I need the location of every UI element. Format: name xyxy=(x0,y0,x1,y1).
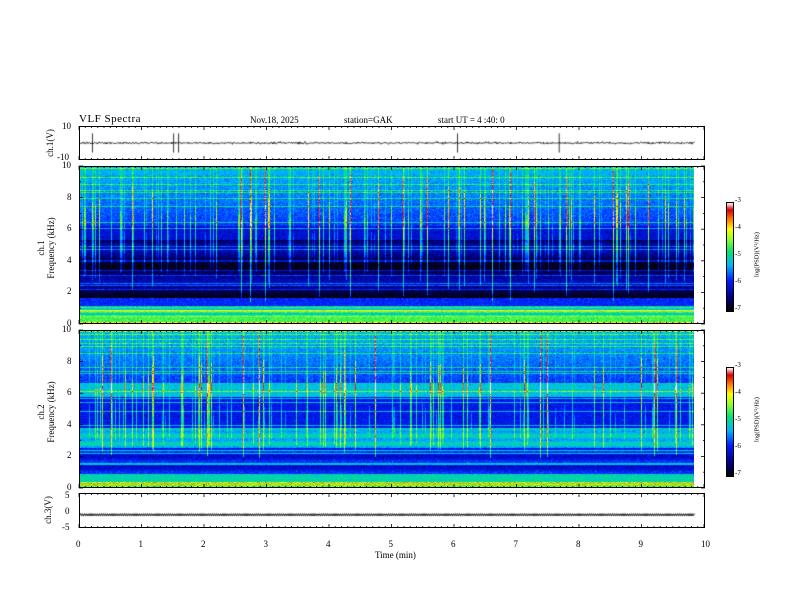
ch1-spec-ytick-10: 10 xyxy=(62,160,71,170)
x-tick-7: 7 xyxy=(513,539,519,549)
ch3-waveform-panel xyxy=(79,493,705,528)
ch1-colorbar-tick--5: -5 xyxy=(735,250,741,258)
station-label: station=GAK xyxy=(344,115,393,125)
ch2-spec-ytick-2: 2 xyxy=(67,450,72,461)
ch1-colorbar-tick--3: -3 xyxy=(735,196,741,204)
ch2-colorbar-label: log(PSD)(V²/Hz) xyxy=(753,397,761,442)
ch1-spec-ytick-0: 0 xyxy=(67,318,72,328)
ch2-spec-ytick-8: 8 xyxy=(67,355,72,366)
ch1-spec-ytick-2: 2 xyxy=(67,286,72,297)
ch2-colorbar-gradient xyxy=(726,367,734,477)
date-label: Nov.18, 2025 xyxy=(250,115,299,125)
ch1-colorbar-tick--4: -4 xyxy=(735,223,741,231)
ch2-colorbar-tick--4: -4 xyxy=(735,388,741,396)
ch2-colorbar-tick--7: -7 xyxy=(735,469,741,477)
ch3-ylabel: ch.3(V) xyxy=(43,496,53,524)
ch1-spectrogram-panel xyxy=(79,166,705,324)
ch1-spec-ytick-4: 4 xyxy=(67,254,72,265)
ch2-spectrogram-plot xyxy=(80,331,694,487)
ch2-colorbar-tick--5: -5 xyxy=(735,415,741,423)
ch1-waveform-panel xyxy=(79,126,705,160)
ch3-waveform-plot xyxy=(80,494,704,527)
x-tick-6: 6 xyxy=(451,539,456,549)
x-tick-4: 4 xyxy=(326,539,331,549)
x-tick-9: 9 xyxy=(638,539,644,549)
ch3-ytick-mid: 0 xyxy=(65,506,70,516)
ch2-colorbar-tick--6: -6 xyxy=(735,442,741,450)
ch2-spectrogram-panel xyxy=(79,330,705,488)
x-tick-3: 3 xyxy=(263,539,269,549)
ch1-colorbar-label: log(PSD)(V²/Hz) xyxy=(753,232,761,277)
start-ut-label: start UT = 4 :40: 0 xyxy=(438,115,505,125)
ch2-colorbar-tick--3: -3 xyxy=(735,361,741,369)
ch1-spectrogram-plot xyxy=(80,167,694,323)
x-tick-8: 8 xyxy=(576,539,581,549)
ch2-spec-ytick-4: 4 xyxy=(67,418,72,429)
x-tick-10: 10 xyxy=(701,539,710,549)
ch2-spectrogram-ylabel: ch.2 Frequency (kHz) xyxy=(36,381,56,443)
ch1-colorbar-gradient xyxy=(726,202,734,312)
ch1-ylabel: ch.1(V) xyxy=(45,129,55,157)
ch1-colorbar-tick--6: -6 xyxy=(735,277,741,285)
ch1-waveform-plot xyxy=(80,127,704,159)
x-axis-label: Time (min) xyxy=(375,550,416,560)
ch2-spec-ytick-10: 10 xyxy=(62,324,71,334)
ch1-ytick-bottom: -10 xyxy=(57,152,69,162)
ch1-spectrogram-ylabel: ch.1 Frequency (kHz) xyxy=(36,217,56,279)
chart-title: VLF Spectra xyxy=(79,113,142,125)
x-tick-1: 1 xyxy=(138,539,144,549)
ch1-spec-ytick-6: 6 xyxy=(67,223,72,234)
ch1-colorbar-tick--7: -7 xyxy=(735,304,741,312)
ch3-ytick-top: 5 xyxy=(65,490,70,500)
x-tick-2: 2 xyxy=(201,539,206,549)
ch2-spec-ytick-0: 0 xyxy=(67,482,72,492)
ch3-ytick-bottom: -5 xyxy=(62,522,70,532)
ch2-spec-ytick-6: 6 xyxy=(67,387,72,398)
ch1-spec-ytick-8: 8 xyxy=(67,191,72,202)
x-tick-5: 5 xyxy=(388,539,394,549)
ch1-ytick-top: 10 xyxy=(62,121,71,131)
x-tick-0: 0 xyxy=(76,539,81,549)
